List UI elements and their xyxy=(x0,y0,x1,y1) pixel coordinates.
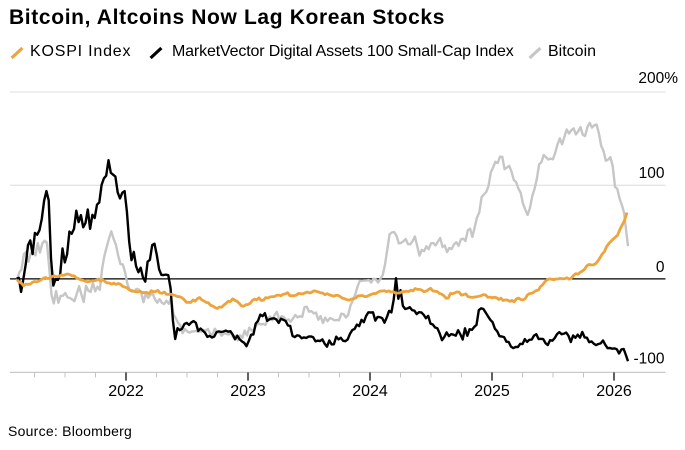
svg-text:100: 100 xyxy=(639,165,665,182)
svg-text:2023: 2023 xyxy=(230,383,266,400)
svg-text:-100: -100 xyxy=(633,351,664,368)
svg-text:2025: 2025 xyxy=(474,383,510,400)
svg-text:2026: 2026 xyxy=(596,383,632,400)
svg-text:2024: 2024 xyxy=(352,383,388,400)
svg-text:0: 0 xyxy=(656,259,665,276)
svg-text:200%: 200% xyxy=(638,70,678,87)
svg-text:2022: 2022 xyxy=(108,383,144,400)
